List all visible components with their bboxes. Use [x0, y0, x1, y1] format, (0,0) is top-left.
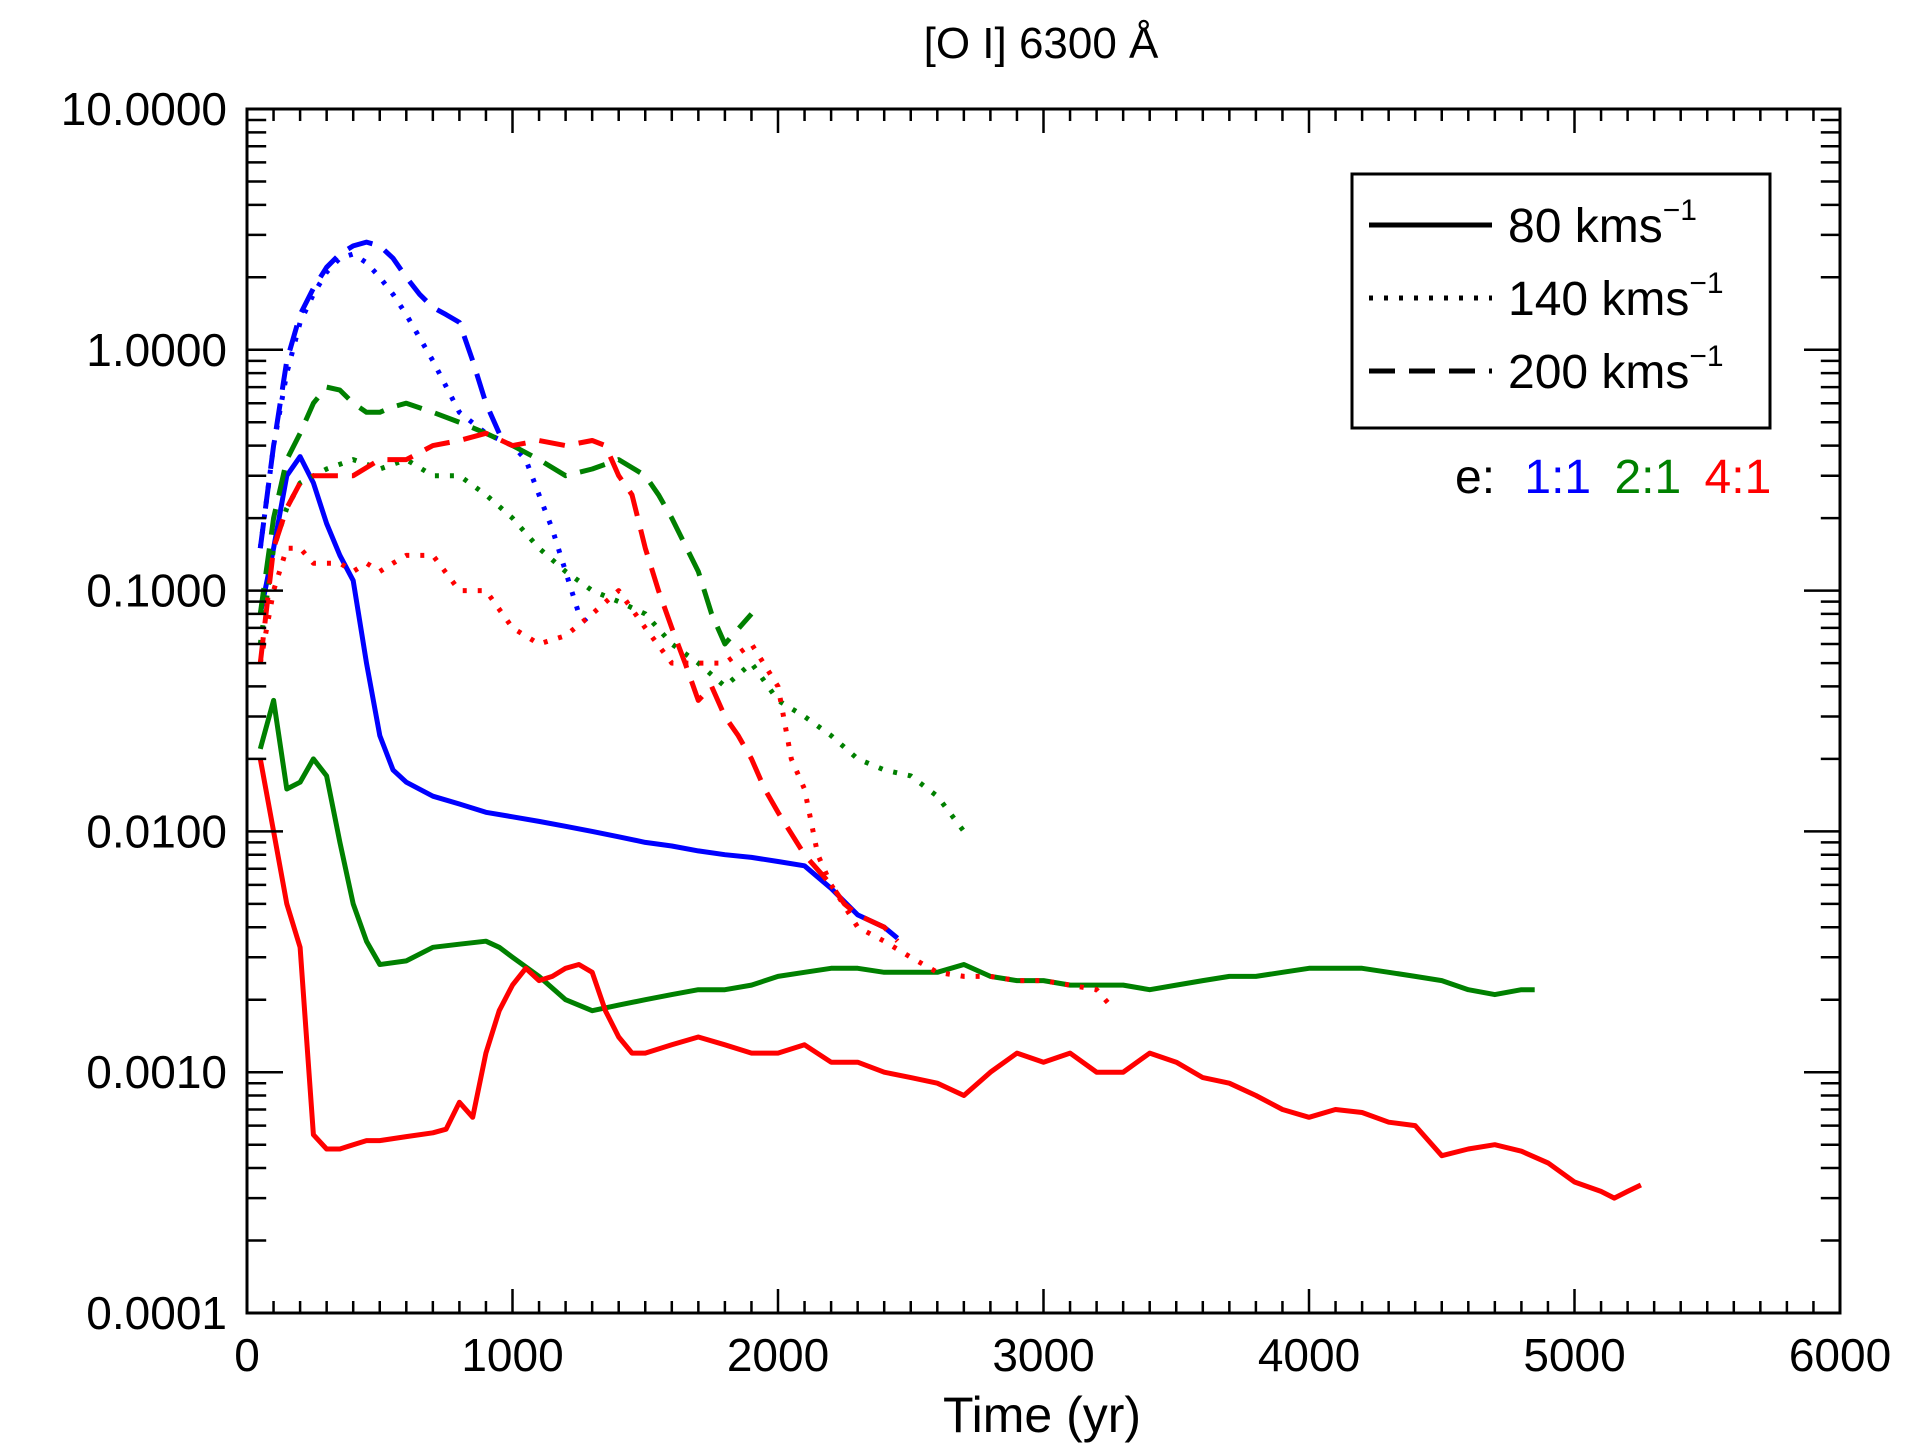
x-axis-label: Time (yr) — [943, 1387, 1141, 1443]
ticks-layer — [245, 107, 1842, 1315]
legend-box — [1350, 172, 1772, 430]
x-tick-label: 3000 — [992, 1329, 1094, 1381]
x-tick-label: 4000 — [1258, 1329, 1360, 1381]
legend-label-dashed: 200 kms−1 — [1508, 340, 1724, 399]
eccentricity-legend: e: 1:1 2:1 4:1 — [1455, 451, 1771, 504]
ecc-legend-item-2-1: 2:1 — [1614, 451, 1681, 504]
series-solid-e4-1 — [257, 758, 1642, 1201]
x-tick-label: 6000 — [1789, 1329, 1891, 1381]
x-tick-label: 1000 — [461, 1329, 563, 1381]
legend-label-text: 140 kms — [1508, 273, 1689, 326]
x-tick-label: 2000 — [727, 1329, 829, 1381]
y-tick-label: 0.0100 — [86, 805, 227, 857]
legend-label-dotted: 140 kms−1 — [1508, 267, 1724, 326]
series-solid-e1-1 — [257, 454, 900, 941]
ecc-legend-item-4-1: 4:1 — [1705, 451, 1772, 504]
chart-title: [O I] 6300 Å — [924, 19, 1159, 68]
y-tick-label: 0.0010 — [86, 1046, 227, 1098]
y-tick-label: 10.0000 — [61, 83, 227, 135]
legend-label-exponent: −1 — [1689, 340, 1723, 373]
legend-label-text: 80 kms — [1508, 200, 1663, 253]
series-dashed-e2-1 — [257, 384, 754, 647]
legend-label-exponent: −1 — [1689, 267, 1723, 300]
y-tick-label: 1.0000 — [86, 324, 227, 376]
legend-label-text: 200 kms — [1508, 346, 1689, 399]
legend-label-solid: 80 kms−1 — [1508, 194, 1697, 253]
series-layer — [257, 239, 1642, 1201]
series-dashed-e1-1 — [257, 239, 502, 549]
tick-labels: 0 1000 2000 3000 4000 5000 6000 0.0001 0.0010 0.0… — [61, 83, 1891, 1381]
ecc-legend-prefix: e: — [1455, 451, 1495, 504]
x-tick-label: 5000 — [1523, 1329, 1625, 1381]
y-tick-label: 0.0001 — [86, 1287, 227, 1339]
x-tick-label: 0 — [234, 1329, 260, 1381]
ecc-legend-item-1-1: 1:1 — [1524, 451, 1591, 504]
series-solid-e2-1 — [257, 697, 1535, 1014]
legend-label-exponent: −1 — [1663, 194, 1697, 227]
series-dotted-e4-1 — [257, 545, 1112, 1007]
y-tick-label: 0.1000 — [86, 565, 227, 617]
svg-text:e: 1:1 2:1 4: e: 1:1 2:1 4:1 — [1455, 451, 1771, 504]
